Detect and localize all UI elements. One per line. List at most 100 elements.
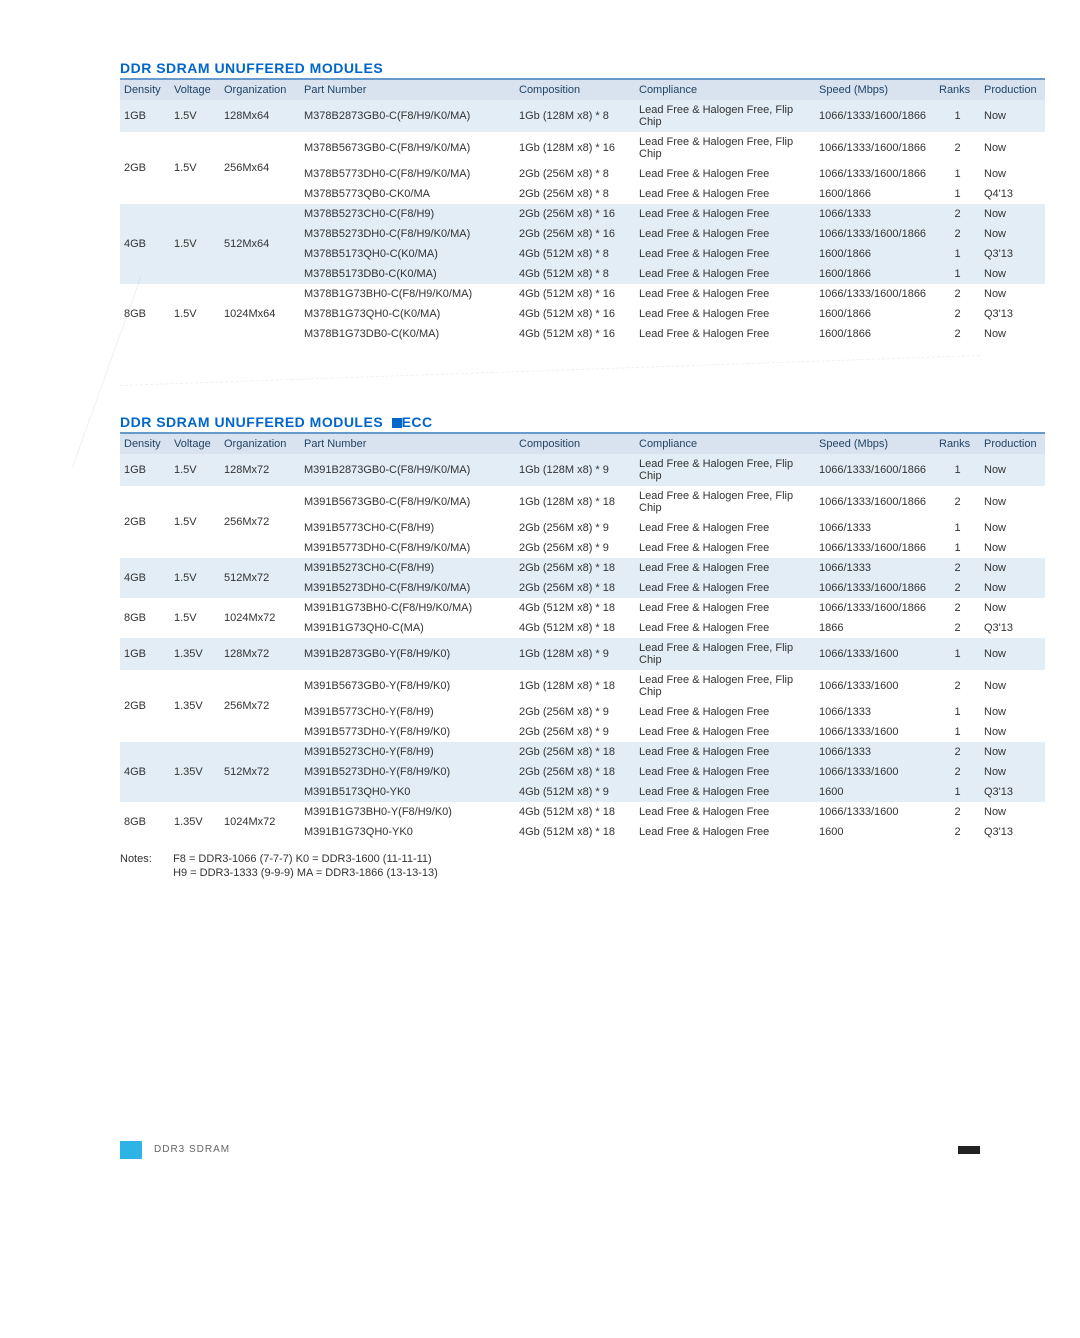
cell-part: M391B5673GB0-Y(F8/H9/K0) — [300, 670, 515, 702]
cell-density: 4GB — [120, 742, 170, 802]
cell-production: Now — [980, 284, 1045, 304]
col-header: Production — [980, 79, 1045, 100]
table-row: 1GB1.5V128Mx72M391B2873GB0-C(F8/H9/K0/MA… — [120, 454, 1045, 486]
cell-composition: 2Gb (256M x8) * 18 — [515, 578, 635, 598]
cell-density: 2GB — [120, 670, 170, 742]
cell-part: M378B5273DH0-C(F8/H9/K0/MA) — [300, 224, 515, 244]
cell-composition: 4Gb (512M x8) * 8 — [515, 244, 635, 264]
cell-production: Q4'13 — [980, 184, 1045, 204]
cell-org: 128Mx72 — [220, 638, 300, 670]
cell-compliance: Lead Free & Halogen Free — [635, 244, 815, 264]
cell-production: Now — [980, 224, 1045, 244]
cell-density: 8GB — [120, 802, 170, 842]
table-row: 2GB1.5V256Mx64M378B5673GB0-C(F8/H9/K0/MA… — [120, 132, 1045, 164]
cell-compliance: Lead Free & Halogen Free — [635, 558, 815, 578]
cell-org: 512Mx72 — [220, 558, 300, 598]
logo-icon — [120, 1141, 142, 1159]
table-row: 2GB1.35V256Mx72M391B5673GB0-Y(F8/H9/K0)1… — [120, 670, 1045, 702]
cell-part: M391B5773CH0-Y(F8/H9) — [300, 702, 515, 722]
cell-voltage: 1.5V — [170, 598, 220, 638]
cell-part: M391B5173QH0-YK0 — [300, 782, 515, 802]
cell-speed: 1066/1333/1600/1866 — [815, 486, 935, 518]
square-icon — [392, 418, 402, 428]
cell-composition: 2Gb (256M x8) * 16 — [515, 204, 635, 224]
cell-density: 1GB — [120, 638, 170, 670]
cell-voltage: 1.5V — [170, 204, 220, 284]
cell-compliance: Lead Free & Halogen Free — [635, 204, 815, 224]
cell-org: 512Mx64 — [220, 204, 300, 284]
col-header: Voltage — [170, 433, 220, 454]
col-header: Compliance — [635, 433, 815, 454]
cell-density: 2GB — [120, 132, 170, 204]
col-header: Ranks — [935, 433, 980, 454]
col-header: Part Number — [300, 433, 515, 454]
cell-voltage: 1.35V — [170, 802, 220, 842]
cell-ranks: 2 — [935, 618, 980, 638]
cell-part: M391B1G73QH0-C(MA) — [300, 618, 515, 638]
cell-part: M391B1G73BH0-Y(F8/H9/K0) — [300, 802, 515, 822]
cell-ranks: 2 — [935, 742, 980, 762]
cell-ranks: 2 — [935, 132, 980, 164]
cell-speed: 1600/1866 — [815, 184, 935, 204]
col-header: Density — [120, 79, 170, 100]
cell-ranks: 2 — [935, 284, 980, 304]
cell-compliance: Lead Free & Halogen Free — [635, 324, 815, 344]
cell-ranks: 2 — [935, 486, 980, 518]
cell-production: Now — [980, 802, 1045, 822]
cell-composition: 4Gb (512M x8) * 16 — [515, 304, 635, 324]
cell-ranks: 2 — [935, 324, 980, 344]
cell-production: Now — [980, 762, 1045, 782]
cell-production: Now — [980, 638, 1045, 670]
cell-org: 256Mx64 — [220, 132, 300, 204]
cell-org: 1024Mx72 — [220, 802, 300, 842]
cell-production: Now — [980, 670, 1045, 702]
cell-compliance: Lead Free & Halogen Free, Flip Chip — [635, 100, 815, 132]
cell-composition: 1Gb (128M x8) * 18 — [515, 486, 635, 518]
cell-production: Now — [980, 598, 1045, 618]
cell-org: 512Mx72 — [220, 742, 300, 802]
col-header: Density — [120, 433, 170, 454]
cell-composition: 4Gb (512M x8) * 18 — [515, 618, 635, 638]
cell-density: 2GB — [120, 486, 170, 558]
cell-composition: 1Gb (128M x8) * 9 — [515, 638, 635, 670]
cell-speed: 1066/1333 — [815, 518, 935, 538]
cell-compliance: Lead Free & Halogen Free, Flip Chip — [635, 638, 815, 670]
cell-voltage: 1.5V — [170, 558, 220, 598]
cell-speed: 1066/1333 — [815, 204, 935, 224]
cell-speed: 1066/1333/1600/1866 — [815, 100, 935, 132]
cell-ranks: 1 — [935, 454, 980, 486]
cell-speed: 1600 — [815, 782, 935, 802]
cell-part: M391B5273CH0-Y(F8/H9) — [300, 742, 515, 762]
cell-org: 256Mx72 — [220, 486, 300, 558]
cell-part: M378B5173DB0-C(K0/MA) — [300, 264, 515, 284]
cell-ranks: 2 — [935, 578, 980, 598]
cell-composition: 2Gb (256M x8) * 16 — [515, 224, 635, 244]
table-row: 8GB1.5V1024Mx72M391B1G73BH0-C(F8/H9/K0/M… — [120, 598, 1045, 618]
cell-part: M391B5273DH0-C(F8/H9/K0/MA) — [300, 578, 515, 598]
cell-production: Q3'13 — [980, 782, 1045, 802]
cell-speed: 1066/1333/1600 — [815, 670, 935, 702]
cell-voltage: 1.35V — [170, 670, 220, 742]
cell-compliance: Lead Free & Halogen Free — [635, 184, 815, 204]
cell-ranks: 1 — [935, 164, 980, 184]
cell-compliance: Lead Free & Halogen Free, Flip Chip — [635, 454, 815, 486]
cell-speed: 1066/1333 — [815, 742, 935, 762]
col-header: Part Number — [300, 79, 515, 100]
cell-ranks: 2 — [935, 598, 980, 618]
cell-production: Now — [980, 100, 1045, 132]
cell-composition: 4Gb (512M x8) * 8 — [515, 264, 635, 284]
cell-composition: 2Gb (256M x8) * 9 — [515, 702, 635, 722]
cell-production: Now — [980, 324, 1045, 344]
cell-compliance: Lead Free & Halogen Free — [635, 304, 815, 324]
cell-density: 1GB — [120, 100, 170, 132]
col-header: Voltage — [170, 79, 220, 100]
cell-composition: 4Gb (512M x8) * 18 — [515, 598, 635, 618]
col-header: Composition — [515, 433, 635, 454]
col-header: Organization — [220, 79, 300, 100]
col-header: Production — [980, 433, 1045, 454]
cell-composition: 2Gb (256M x8) * 9 — [515, 538, 635, 558]
cell-compliance: Lead Free & Halogen Free — [635, 164, 815, 184]
table-row: 2GB1.5V256Mx72M391B5673GB0-C(F8/H9/K0/MA… — [120, 486, 1045, 518]
cell-org: 256Mx72 — [220, 670, 300, 742]
cell-compliance: Lead Free & Halogen Free — [635, 802, 815, 822]
